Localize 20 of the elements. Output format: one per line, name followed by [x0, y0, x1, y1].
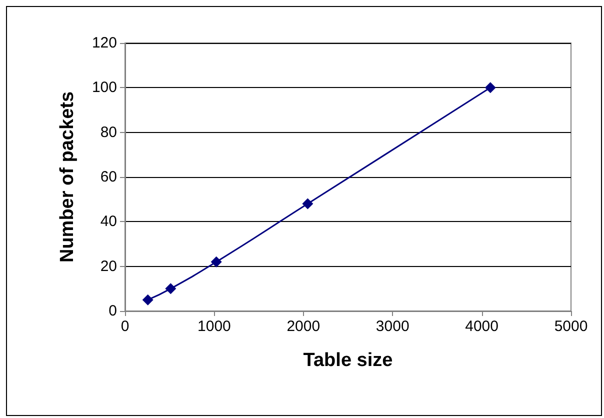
x-tick-label: 0 [120, 318, 130, 335]
y-tick-label: 0 [108, 302, 117, 320]
y-tick-label: 60 [100, 168, 117, 186]
point [302, 198, 314, 210]
point [142, 294, 154, 306]
y-tick-label: 20 [100, 258, 117, 275]
point [165, 283, 176, 294]
point [484, 82, 496, 94]
y-tick-label: 40 [100, 213, 117, 230]
x-tick-label: 1000 [198, 318, 231, 335]
x-tick-label: 2000 [286, 318, 320, 335]
y-axis-title: Number of packets [57, 91, 78, 263]
x-tick-label: 3000 [376, 318, 410, 335]
x-axis-title: Table size [303, 350, 393, 371]
x-tick-label: 4000 [465, 318, 498, 335]
point [210, 256, 222, 268]
y-tick-label: 80 [100, 124, 117, 141]
y-tick-label: 120 [92, 34, 117, 52]
y-tick-label: 100 [92, 79, 117, 96]
x-tick-label: 5000 [554, 318, 588, 335]
